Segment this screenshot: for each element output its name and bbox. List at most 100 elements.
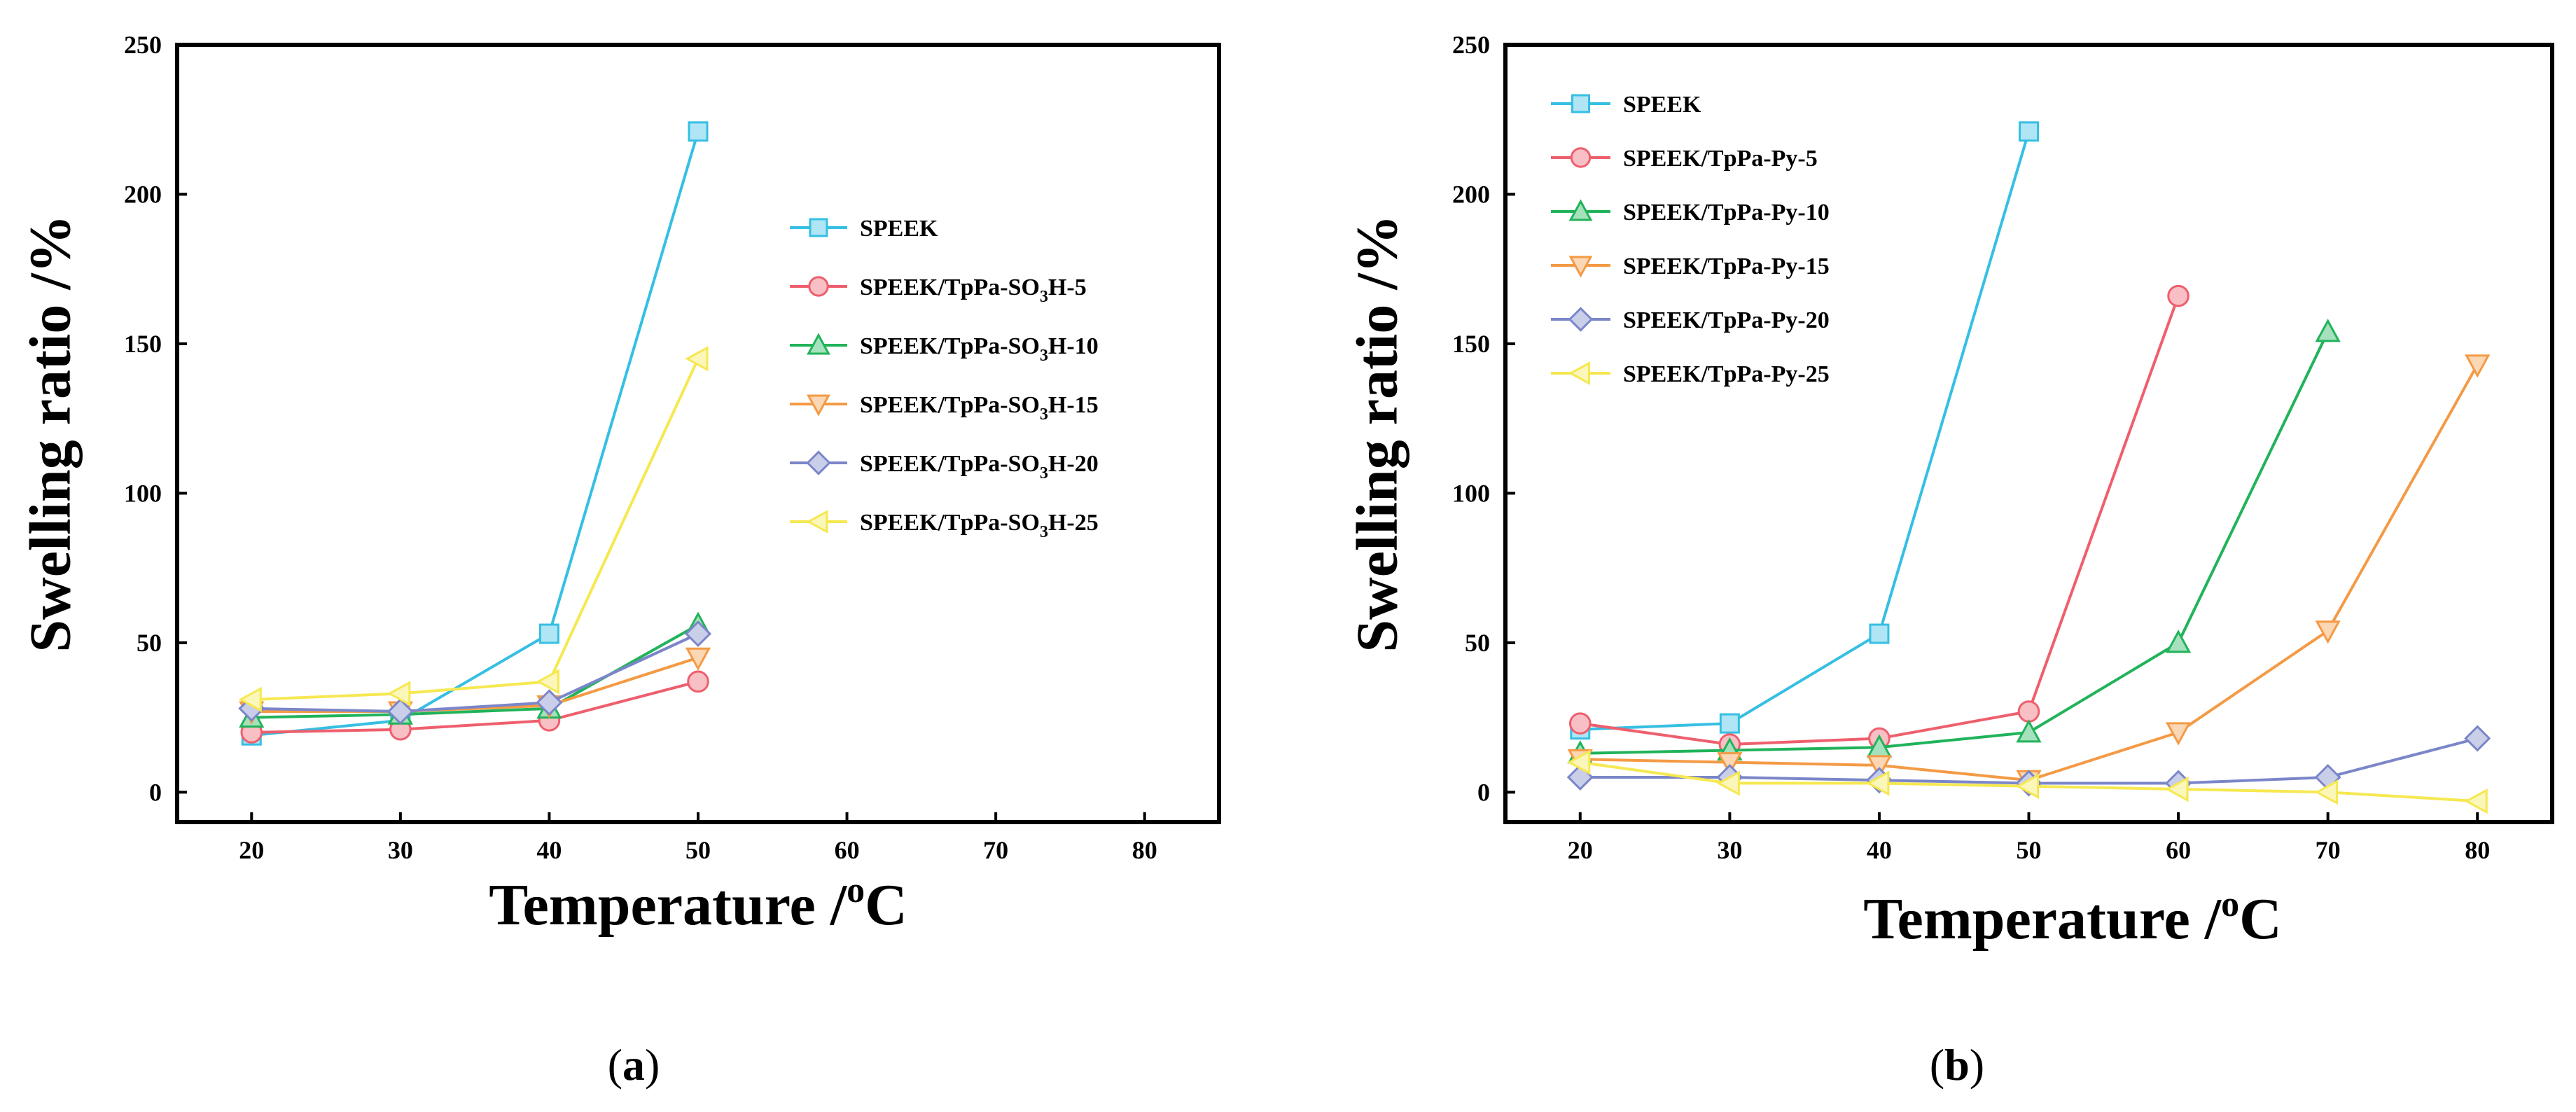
legend-label-main: SPEEK/TpPa-Py-15 [1623,253,1830,279]
data-point [536,689,563,716]
legend-label-suffix: H-25 [1048,510,1099,536]
chart-panel-b: 20 30 40 50 60 70 80 0 50 100 150 200 250 Swelling ra… [1344,31,2554,1090]
data-point [685,346,709,372]
legend-label-main: SPEEK/TpPa-SO [860,451,1040,477]
data-point [687,670,709,693]
data-point [2315,319,2341,342]
x-axis-title-main: Temperature / [489,873,848,938]
legend-marker [807,394,830,417]
data-point [2016,719,2042,743]
legend-label-subscript: 3 [1040,288,1048,306]
x-axis-title-unit: C [865,873,907,938]
data-point [2315,620,2341,644]
legend: SPEEK SPEEK/TpPa-Py-5 SPEEK/TpPa-Py-10 SPEE… [1551,92,1830,387]
y-axis-title: Swelling ratio /% [18,214,83,652]
x-tick-label: 30 [1717,836,1742,864]
panel-label-open: ( [1930,1040,1944,1090]
data-point [2017,700,2040,723]
data-point [2165,776,2189,802]
data-point [1866,770,1890,796]
panel-label: (a) [608,1040,660,1090]
x-tick-label: 70 [983,836,1008,864]
series-SPEEK/TpPa-SO3H-25 [238,346,709,713]
x-axis-title: Temperature /oC [489,870,907,938]
legend-marker [806,450,831,475]
legend-label: SPEEK/TpPa-Py-10 [1623,200,1830,225]
data-point [1568,712,1592,735]
x-tick-label: 30 [388,836,413,864]
legend-marker [1568,199,1593,221]
y-tick-label: 0 [1477,778,1490,806]
legend-label-main: SPEEK/TpPa-Py-5 [1623,146,1818,172]
legend-label-suffix: H-15 [1048,392,1099,418]
legend-marker [808,276,829,297]
data-point [238,686,262,713]
series-line [251,680,699,734]
x-tick-label: 20 [239,836,264,864]
x-tick-label: 70 [2316,836,2341,864]
legend-label: SPEEK [860,216,938,242]
series-SPEEK/TpPa-SO3H-20 [238,620,712,725]
series-line [251,358,699,701]
x-axis-title: Temperature /oC [1863,884,2282,952]
x-axis-title-degree: o [2221,884,2239,924]
data-point [536,669,559,695]
legend-label: SPEEK/TpPa-SO3H-15 [860,392,1099,424]
y-tick-label: 50 [1465,629,1490,657]
data-point [1716,770,1740,796]
legend-label: SPEEK/TpPa-SO3H-5 [860,274,1087,306]
legend-label-main: SPEEK/TpPa-Py-10 [1623,200,1830,225]
legend-marker [1571,94,1590,113]
legend-label-main: SPEEK/TpPa-Py-20 [1623,307,1830,333]
x-tick-label: 60 [2166,836,2191,864]
panel-label-letter: b [1944,1040,1970,1090]
panel-label-close: ) [645,1040,660,1090]
legend-label: SPEEK/TpPa-Py-25 [1623,361,1830,387]
y-tick-label: 100 [124,479,162,507]
legend-label-subscript: 3 [1040,523,1048,541]
x-tick-label: 50 [2017,836,2042,864]
data-point [2165,630,2192,653]
x-tick-label: 80 [1132,836,1157,864]
legend-label-subscript: 3 [1040,347,1048,365]
legend-label: SPEEK/TpPa-SO3H-10 [860,333,1099,365]
x-tick-label: 80 [2465,836,2490,864]
series-line [251,656,699,713]
data-point [2465,354,2491,378]
y-tick-label: 100 [1452,479,1490,507]
data-point [1869,623,1890,644]
legend-label: SPEEK/TpPa-SO3H-25 [860,510,1099,541]
panel-label: (b) [1930,1040,1984,1090]
series-line [1580,131,2031,731]
x-axis-title-main: Temperature / [1863,887,2222,952]
data-point [538,623,559,644]
y-tick-label: 200 [124,180,162,208]
legend-marker [1570,147,1592,168]
y-tick-label: 200 [1452,180,1490,208]
legend-marker [1568,361,1590,385]
panel-label-letter: a [622,1040,645,1090]
series-line [251,632,699,714]
y-tick-label: 150 [124,330,162,358]
data-point [1717,752,1743,776]
legend-label-main: SPEEK/TpPa-SO [860,392,1040,418]
legend-marker [1568,256,1593,278]
x-axis-title-degree: o [847,870,865,910]
legend-marker [1568,307,1594,332]
data-point [684,620,712,648]
series-SPEEK/TpPa-Py-5 [1568,284,2189,756]
legend-label-main: SPEEK/TpPa-SO [860,274,1040,300]
data-point [2167,284,2189,307]
legend-label-suffix: H-10 [1048,333,1099,359]
chart-panel-a: 20 30 40 50 60 70 80 0 50 100 150 200 250 Swelling ra… [18,31,1221,1090]
legend-label-suffix: H-5 [1048,274,1087,300]
data-point [2165,722,2192,746]
legend-label: SPEEK [1623,92,1701,118]
series-line [251,131,699,737]
legend-label-main: SPEEK [1623,92,1701,118]
data-point [2464,725,2491,752]
legend-label-main: SPEEK/TpPa-SO [860,333,1040,359]
x-tick-label: 40 [536,836,562,864]
x-tick-label: 40 [1867,836,1892,864]
